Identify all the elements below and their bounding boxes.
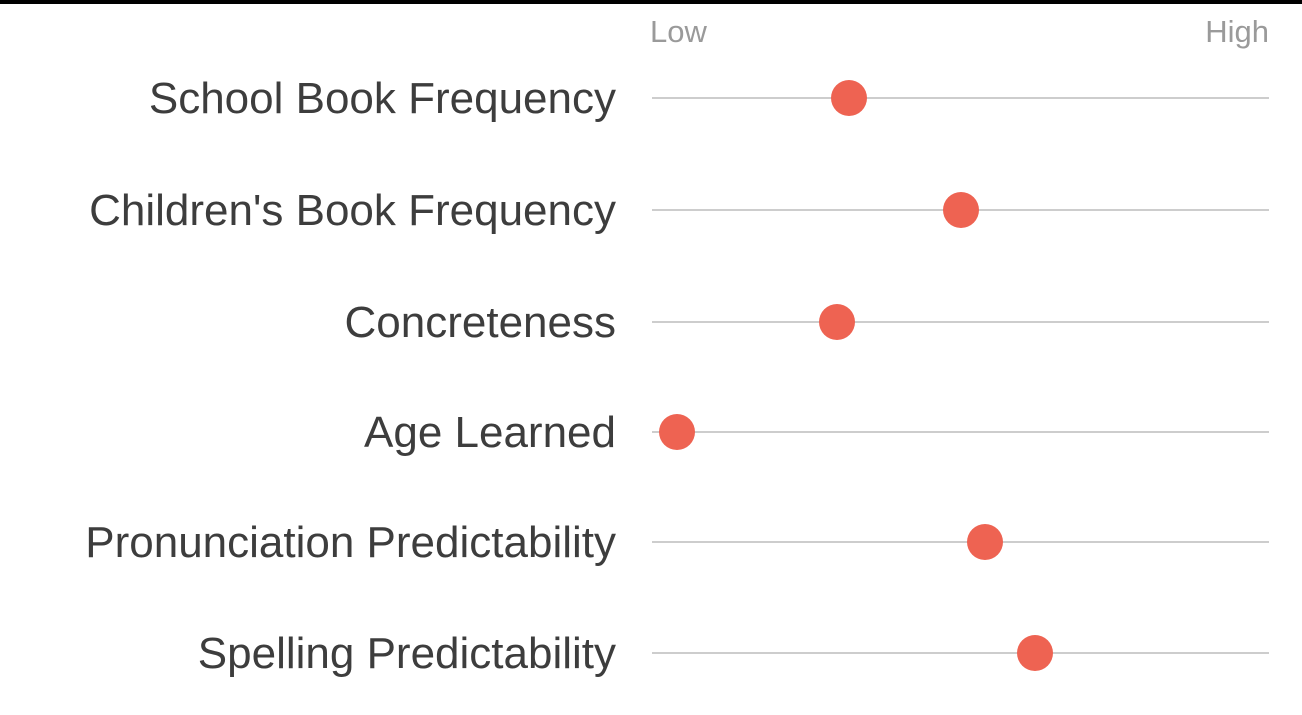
data-point-dot [942, 192, 979, 228]
row-track-line [652, 321, 1269, 323]
data-point-dot [658, 414, 695, 450]
data-point-dot [1016, 635, 1053, 671]
data-point-dot [831, 80, 868, 116]
row-label: Spelling Predictability [197, 629, 616, 678]
data-point-dot [819, 304, 856, 340]
data-point-dot [967, 524, 1004, 560]
row-label: Pronunciation Predictability [85, 518, 616, 567]
row-track-line [652, 541, 1269, 543]
axis-label-high: High [1205, 14, 1269, 49]
row-label: Children's Book Frequency [89, 186, 616, 235]
axis-label-low: Low [650, 14, 707, 49]
row-track-line [652, 652, 1269, 654]
row-label: Age Learned [364, 408, 616, 457]
row-label: School Book Frequency [148, 74, 616, 123]
row-label: Concreteness [344, 298, 616, 347]
top-border-bar [0, 0, 1302, 4]
row-track-line [652, 97, 1269, 99]
row-track-line [652, 431, 1269, 433]
